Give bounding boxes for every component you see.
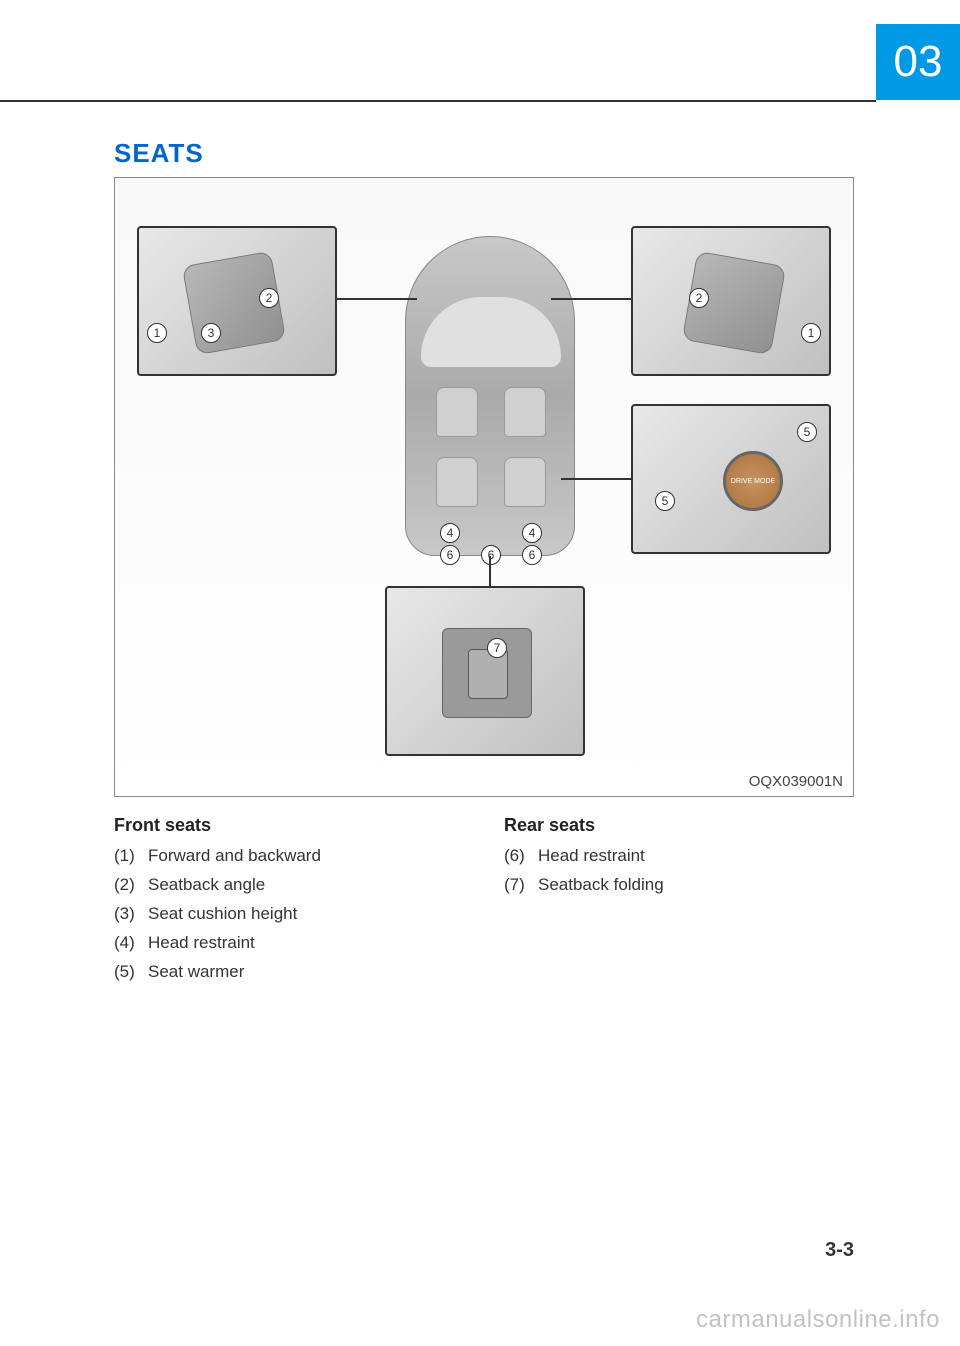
mini-seat [436, 457, 478, 507]
front-seats-heading: Front seats [114, 815, 464, 836]
seats-diagram: 4 4 6 6 6 1 2 3 1 2 DRIVE MODE 5 5 [114, 177, 854, 797]
leader-line [561, 478, 631, 480]
badge-6: 6 [522, 545, 542, 565]
item-number: (7) [504, 871, 538, 900]
list-item: (6)Head restraint [504, 842, 854, 871]
drive-mode-knob: DRIVE MODE [723, 451, 783, 511]
callout-seatback-folding: 7 [385, 586, 585, 756]
list-item: (7)Seatback folding [504, 871, 854, 900]
list-item: (1)Forward and backward [114, 842, 464, 871]
badge-2: 2 [689, 288, 709, 308]
badge-1: 1 [801, 323, 821, 343]
item-label: Forward and backward [148, 842, 321, 871]
badge-4: 4 [522, 523, 542, 543]
car-front-row [436, 387, 546, 437]
front-seats-list: (1)Forward and backward (2)Seatback angl… [114, 842, 464, 986]
legend-columns: Front seats (1)Forward and backward (2)S… [114, 815, 854, 986]
item-number: (4) [114, 929, 148, 958]
item-label: Seatback folding [538, 871, 664, 900]
fold-panel [442, 628, 532, 718]
rear-seats-list: (6)Head restraint (7)Seatback folding [504, 842, 854, 900]
item-number: (1) [114, 842, 148, 871]
item-label: Seat warmer [148, 958, 244, 987]
header-divider [0, 100, 876, 102]
list-item: (5)Seat warmer [114, 958, 464, 987]
badge-6: 6 [481, 545, 501, 565]
car-top-view: 4 4 6 6 6 [405, 236, 575, 556]
mini-seat [504, 457, 546, 507]
item-number: (3) [114, 900, 148, 929]
car-windshield [421, 297, 561, 367]
mini-seat [436, 387, 478, 437]
watermark: carmanualsonline.info [696, 1306, 940, 1334]
leader-line [551, 298, 631, 300]
item-label: Head restraint [148, 929, 255, 958]
item-number: (5) [114, 958, 148, 987]
page-content: SEATS 4 4 6 6 6 1 2 3 [114, 138, 854, 986]
callout-front-seat-right: 1 2 [631, 226, 831, 376]
leader-line [489, 556, 491, 586]
list-item: (3)Seat cushion height [114, 900, 464, 929]
badge-5: 5 [797, 422, 817, 442]
badge-7: 7 [487, 638, 507, 658]
badge-2: 2 [259, 288, 279, 308]
section-title: SEATS [114, 138, 854, 169]
page-number: 3-3 [825, 1239, 854, 1262]
badge-3: 3 [201, 323, 221, 343]
badge-1: 1 [147, 323, 167, 343]
badge-4: 4 [440, 523, 460, 543]
leader-line [337, 298, 417, 300]
diagram-code: OQX039001N [749, 773, 843, 790]
list-item: (2)Seatback angle [114, 871, 464, 900]
list-item: (4)Head restraint [114, 929, 464, 958]
front-seats-column: Front seats (1)Forward and backward (2)S… [114, 815, 464, 986]
item-label: Seat cushion height [148, 900, 297, 929]
mini-seat [504, 387, 546, 437]
item-label: Seatback angle [148, 871, 265, 900]
item-number: (2) [114, 871, 148, 900]
callout-front-seat-left: 1 2 3 [137, 226, 337, 376]
badge-5: 5 [655, 491, 675, 511]
callout-seat-warmer: DRIVE MODE 5 5 [631, 404, 831, 554]
chapter-tab: 03 [876, 24, 960, 100]
badge-6: 6 [440, 545, 460, 565]
item-label: Head restraint [538, 842, 645, 871]
car-rear-row [436, 457, 546, 507]
rear-seats-heading: Rear seats [504, 815, 854, 836]
item-number: (6) [504, 842, 538, 871]
rear-seats-column: Rear seats (6)Head restraint (7)Seatback… [504, 815, 854, 986]
